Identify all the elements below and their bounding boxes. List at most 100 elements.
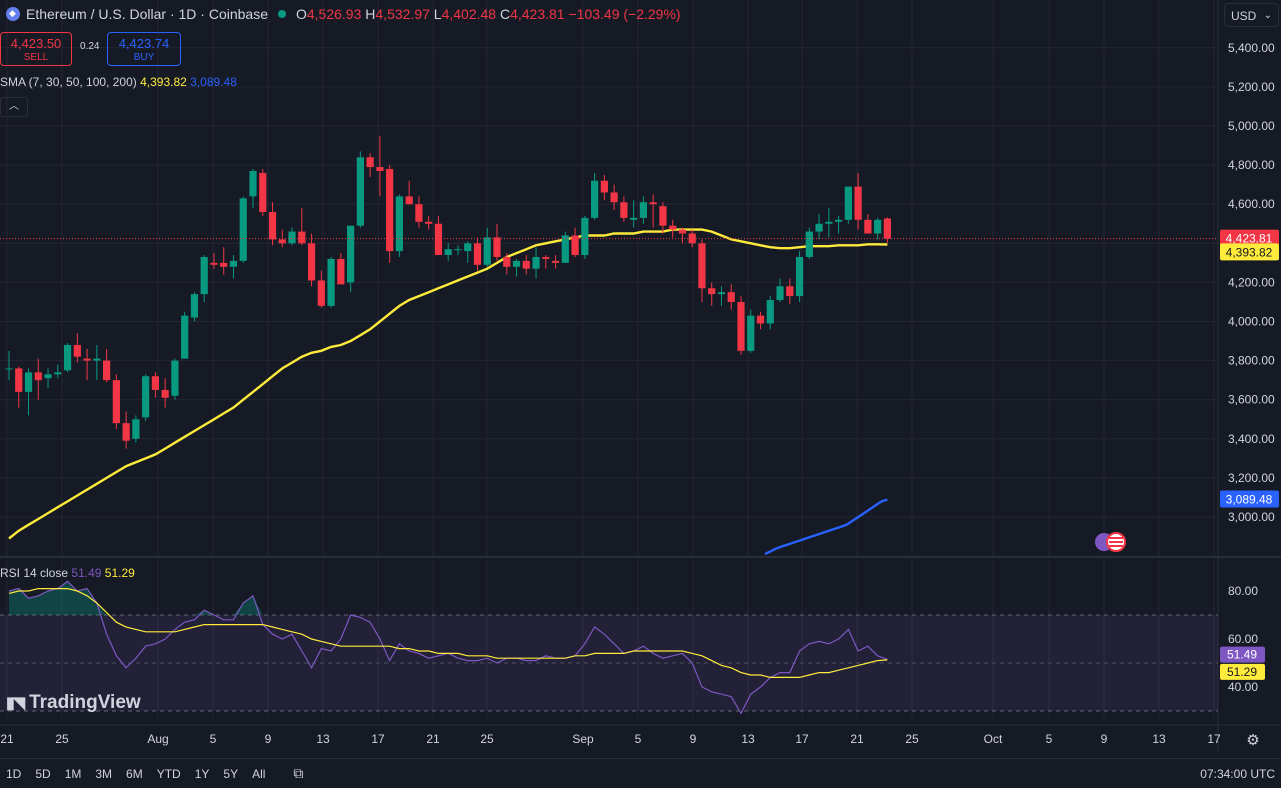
candle <box>717 286 726 306</box>
chevron-down-icon: ⌄ <box>1263 10 1272 21</box>
candle-body <box>610 192 618 203</box>
sma-legend-label: SMA (7, 30, 50, 100, 200) <box>0 75 137 89</box>
time-tick-label: 9 <box>265 732 272 746</box>
range-1m[interactable]: 1M <box>64 766 82 781</box>
candle-body <box>835 219 843 222</box>
range-ytd[interactable]: YTD <box>156 766 181 781</box>
candle-body <box>83 358 91 361</box>
tradingview-logo[interactable]: ▮◥ TradingView <box>6 692 141 714</box>
candle <box>386 165 394 263</box>
candle <box>786 278 794 304</box>
price-tick-label: 4,600.00 <box>1228 197 1275 211</box>
candle-body <box>44 374 52 379</box>
candle-body <box>220 262 228 267</box>
candle <box>678 227 687 244</box>
symbol-title[interactable]: Ethereum / U.S. Dollar · 1D · Coinbase <box>26 6 268 22</box>
candle-body <box>512 260 521 267</box>
rsi-ma-line <box>8 588 888 678</box>
candle <box>259 169 267 216</box>
candle-body <box>239 198 247 261</box>
currency-select[interactable]: USD ⌄ <box>1224 3 1279 27</box>
candle-body <box>571 235 579 256</box>
candle <box>15 366 23 408</box>
price-tick-label: 5,200.00 <box>1228 80 1275 94</box>
candle <box>591 172 599 220</box>
candle <box>600 174 608 201</box>
price-tick-label: 3,000.00 <box>1228 510 1275 524</box>
candle-body <box>112 380 120 424</box>
candle-body <box>103 360 111 381</box>
sell-label: SELL <box>23 52 49 63</box>
collapse-legend-button[interactable]: ︿ <box>0 97 28 117</box>
candle-body <box>366 157 374 168</box>
candle-body <box>766 299 774 324</box>
low-label: L <box>433 6 442 22</box>
sell-price: 4,423.50 <box>10 36 62 51</box>
time-tick-label: 25 <box>55 732 69 746</box>
candle <box>425 215 433 230</box>
low-value: 4,402.48 <box>441 6 497 22</box>
candle-body <box>54 372 62 375</box>
candle-body <box>864 219 872 234</box>
candle-body <box>190 294 199 318</box>
candle <box>571 227 579 257</box>
candle <box>659 202 667 234</box>
candle <box>708 282 716 306</box>
buy-button[interactable]: 4,423.74 BUY <box>107 32 181 66</box>
candle-body <box>210 262 218 265</box>
sma-lines <box>8 228 888 556</box>
candle-body <box>532 256 540 269</box>
price-tick-label: 5,400.00 <box>1228 41 1275 55</box>
price-tick-label: 3,200.00 <box>1228 471 1275 485</box>
settings-gear-icon[interactable]: ⚙ <box>1246 731 1259 749</box>
candle <box>610 184 618 211</box>
sma-long-tag: 3,089.48 <box>1226 493 1273 507</box>
candle <box>747 309 755 353</box>
range-5d[interactable]: 5D <box>35 766 51 781</box>
sma-short-tag: 4,393.82 <box>1226 245 1273 259</box>
us-flag-event-icon[interactable] <box>1095 532 1126 552</box>
candle <box>835 215 843 234</box>
sma-short-tag-bg <box>1220 243 1279 261</box>
price-tick-label: 3,400.00 <box>1228 432 1275 446</box>
calendar-range-icon[interactable]: ⧉ <box>293 765 304 781</box>
candle-body <box>288 231 296 244</box>
sell-button[interactable]: 4,423.50 SELL <box>0 32 72 66</box>
candle-body <box>786 286 794 297</box>
time-tick-label: 9 <box>1101 732 1108 746</box>
range-1y[interactable]: 1Y <box>194 766 210 781</box>
candle <box>444 243 452 261</box>
utc-clock[interactable]: 07:34:00 UTC <box>1200 767 1275 781</box>
time-tick-label: 17 <box>1207 732 1221 746</box>
candle-body <box>15 368 23 392</box>
candle <box>268 202 277 246</box>
range-1d[interactable]: 1D <box>6 766 22 781</box>
candle <box>229 255 238 279</box>
candle-body <box>356 157 364 226</box>
candle-body <box>473 243 482 265</box>
candle <box>83 348 91 381</box>
time-tick-label: 17 <box>371 732 385 746</box>
rsi-legend[interactable]: RSI 14 close 51.49 51.29 <box>0 566 135 580</box>
time-tick-label: 13 <box>316 732 330 746</box>
sma-legend-value-1: 4,393.82 <box>140 75 187 89</box>
candle <box>181 311 189 359</box>
range-3m[interactable]: 3M <box>95 766 113 781</box>
candle-body <box>756 315 765 324</box>
range-6m[interactable]: 6M <box>126 766 143 781</box>
candle-body <box>24 372 33 392</box>
sma-long-line <box>764 498 888 556</box>
sma-legend[interactable]: SMA (7, 30, 50, 100, 200) 4,393.82 3,089… <box>0 75 237 89</box>
candle <box>795 251 804 302</box>
market-status-dot <box>277 10 286 18</box>
candle <box>54 364 62 379</box>
rsi-legend-label: RSI 14 close <box>0 566 69 580</box>
candle <box>434 215 443 256</box>
time-tick-label: 21 <box>850 732 864 746</box>
candle <box>864 213 872 234</box>
range-5y[interactable]: 5Y <box>223 766 239 781</box>
candle <box>142 374 150 422</box>
close-value: 4,423.81 <box>510 6 565 22</box>
range-all[interactable]: All <box>252 766 266 781</box>
